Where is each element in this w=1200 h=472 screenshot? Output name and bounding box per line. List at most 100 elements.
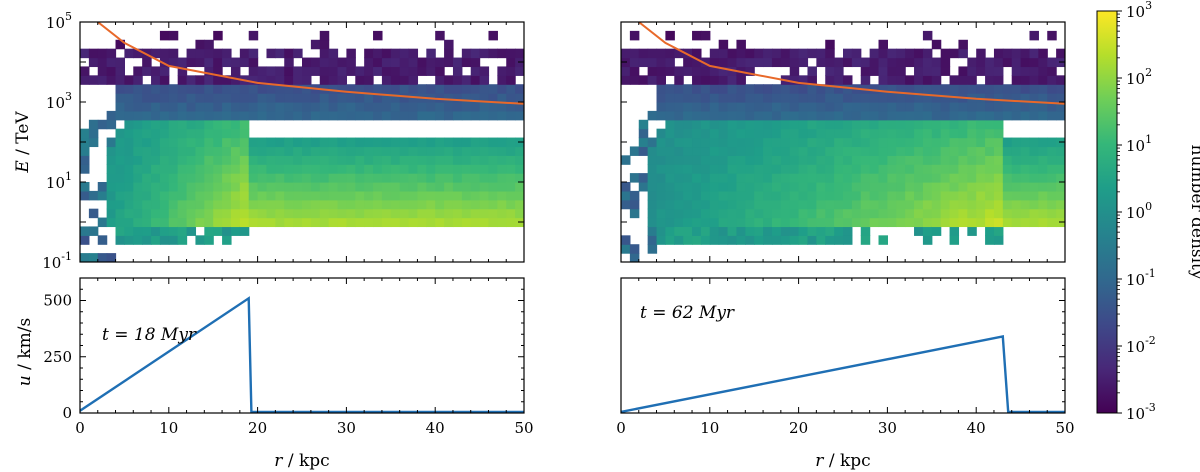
heatmap-cell <box>949 146 960 156</box>
heatmap-cell <box>284 102 294 112</box>
heatmap-cell <box>319 57 330 68</box>
heatmap-cell <box>1038 110 1048 121</box>
heatmap-cell <box>515 173 524 183</box>
heatmap-cell <box>435 173 445 183</box>
heatmap-cell <box>771 137 782 148</box>
heatmap-cell <box>310 110 321 121</box>
heatmap-cell <box>1038 155 1048 165</box>
x-tick-label: 0 <box>616 419 626 437</box>
heatmap-cell <box>727 208 738 219</box>
heatmap-cell <box>834 226 844 236</box>
heatmap-cell <box>683 84 693 94</box>
heatmap-cell <box>381 182 392 192</box>
heatmap-cell <box>399 66 410 76</box>
heatmap-cell <box>674 102 684 112</box>
heatmap-cell <box>638 75 649 85</box>
heatmap-cell <box>222 110 232 121</box>
heatmap-cell <box>1047 217 1057 228</box>
heatmap-cell <box>869 84 880 94</box>
heatmap-cell <box>470 217 481 228</box>
heatmap-cell <box>665 119 675 130</box>
heatmap-cell <box>373 217 383 228</box>
heatmap-cell <box>674 137 684 148</box>
heatmap-cell <box>674 48 684 59</box>
heatmap-cell <box>745 173 755 183</box>
heatmap-cell <box>381 146 392 156</box>
heatmap-cell <box>417 84 427 94</box>
heatmap-cell <box>275 66 285 76</box>
heatmap-cell <box>683 208 693 219</box>
heatmap-cell <box>381 93 392 103</box>
heatmap-cell <box>408 155 419 165</box>
heatmap-cell <box>515 66 524 76</box>
heatmap-cell <box>798 128 809 139</box>
heatmap-cell <box>665 102 675 112</box>
heatmap-cell <box>284 164 294 174</box>
heatmap-cell <box>754 137 764 148</box>
heatmap-cell <box>1002 182 1013 192</box>
heatmap-cell <box>647 217 658 228</box>
heatmap-cell <box>621 155 631 165</box>
heatmap-cell <box>444 190 454 201</box>
heatmap-cell <box>727 235 738 245</box>
heatmap-cell <box>346 66 356 76</box>
heatmap-cell <box>851 182 862 192</box>
heatmap-cell <box>700 110 711 121</box>
heatmap-cell <box>497 102 507 112</box>
heatmap-cell <box>248 93 259 103</box>
heatmap-cell <box>373 48 383 59</box>
heatmap-cell <box>195 155 205 165</box>
heatmap-cell <box>1047 173 1057 183</box>
heatmap-cell <box>1002 93 1013 103</box>
heatmap-cell <box>789 190 800 201</box>
heatmap-cell <box>807 226 817 236</box>
annotation-time-left: t = 18 Myr <box>102 325 197 345</box>
y-tick-label: 0 <box>62 404 72 422</box>
heatmap-cell <box>284 208 294 219</box>
heatmap-cell <box>931 84 942 94</box>
heatmap-cell <box>905 164 915 174</box>
heatmap-cell <box>159 217 170 228</box>
heatmap-cell <box>674 217 684 228</box>
heatmap-cell <box>1038 208 1048 219</box>
heatmap-cell <box>1029 155 1039 165</box>
heatmap-cell <box>381 199 392 210</box>
heatmap-cell <box>709 146 720 156</box>
heatmap-cell <box>709 84 720 94</box>
heatmap-cell <box>204 75 214 85</box>
heatmap-cell <box>364 66 374 76</box>
heatmap-cell <box>115 217 125 228</box>
heatmap-cell <box>949 217 960 228</box>
heatmap-cell <box>656 110 666 121</box>
axes-frame <box>79 277 525 414</box>
heatmap-cell <box>674 146 684 156</box>
heatmap-cell <box>461 57 472 68</box>
heatmap-cell <box>727 93 738 103</box>
heatmap-cell <box>230 84 241 94</box>
heatmap-cell <box>896 190 906 201</box>
heatmap-cell <box>444 110 454 121</box>
heatmap-cell <box>763 48 773 59</box>
heatmap-cell <box>1038 137 1048 148</box>
heatmap-cell <box>878 182 888 192</box>
heatmap-cell <box>834 119 844 130</box>
heatmap-cell <box>851 128 862 139</box>
heatmap-cell <box>736 226 746 236</box>
heatmap-cell <box>763 199 773 210</box>
heatmap-cell <box>1038 66 1048 76</box>
heatmap-cell <box>426 102 436 112</box>
heatmap-cell <box>142 164 152 174</box>
heatmap-cell <box>949 128 960 139</box>
heatmap-cell <box>284 137 294 148</box>
heatmap-cell <box>452 66 463 76</box>
heatmap-cell <box>284 173 294 183</box>
heatmap-cell <box>940 102 951 112</box>
heatmap-cell <box>1020 173 1031 183</box>
heatmap-cell <box>204 119 214 130</box>
heatmap-cell <box>1002 217 1013 228</box>
heatmap-cell <box>479 190 490 201</box>
heatmap-cell <box>843 235 853 245</box>
heatmap-cell <box>195 137 205 148</box>
heatmap-cell <box>665 57 675 68</box>
heatmap-cell <box>390 208 401 219</box>
